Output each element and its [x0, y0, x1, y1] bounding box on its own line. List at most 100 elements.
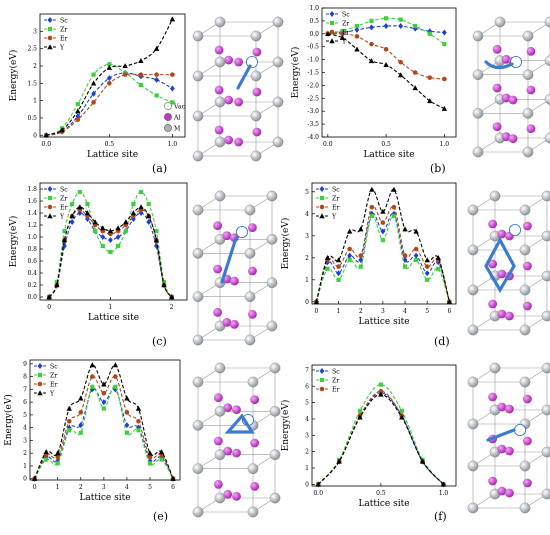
al-atom [508, 134, 518, 144]
point-zr [354, 23, 360, 29]
point-y [441, 105, 448, 111]
point-er [78, 410, 84, 415]
m-atom [214, 16, 226, 28]
point-zr [369, 18, 374, 23]
al-atom [252, 87, 262, 97]
y-tick-label: 0.8 [27, 246, 37, 253]
plot-frame [321, 7, 457, 138]
al-atom [505, 446, 514, 456]
al-atom [501, 93, 511, 103]
m-atom [467, 244, 479, 256]
point-y [440, 481, 447, 487]
point-er [354, 34, 360, 39]
y-tick-label: 0.5 [27, 115, 37, 122]
atom-legend-vac: Vac [164, 102, 186, 110]
vacancy-site [245, 56, 258, 69]
m-atom [192, 70, 204, 82]
point-y [84, 210, 91, 216]
point-y [380, 208, 386, 214]
m-atom [489, 190, 501, 202]
y-tick-label: 1.6 [27, 198, 37, 205]
point-y [153, 45, 160, 51]
legend-marker [319, 195, 325, 201]
x-tick-label: 0.0 [42, 141, 52, 148]
al-atom [252, 47, 262, 57]
point-y [100, 225, 106, 231]
m-atom [269, 492, 281, 504]
y-tick-label: 0.6 [27, 258, 37, 265]
m-atom [467, 460, 479, 472]
al-atom [497, 444, 507, 454]
series-line-er [317, 390, 444, 485]
x-tick-label: 0 [315, 308, 319, 315]
point-sc [347, 252, 353, 259]
m-atom [472, 146, 484, 158]
x-axis-label: Lattice site [88, 313, 139, 323]
legend-marker [47, 26, 53, 32]
y-tick-label: 3 [305, 233, 309, 240]
plot-frame [39, 182, 188, 301]
x-tick-label: 6 [447, 308, 451, 315]
point-zr [115, 243, 121, 249]
legend-marker [37, 381, 43, 387]
point-zr [325, 266, 330, 271]
m-atom [467, 204, 479, 216]
x-tick-label: 6 [171, 484, 175, 491]
point-zr [358, 264, 363, 269]
panel-label: (c) [152, 335, 167, 348]
al-atom [501, 54, 511, 64]
x-tick-label: 1.0 [439, 490, 449, 497]
y-tick-label: 0.4 [27, 270, 37, 277]
series-line-sc [317, 392, 444, 485]
al-atom [222, 317, 232, 327]
legend-marker [47, 195, 53, 201]
y-tick-label: -2.5 [307, 95, 319, 102]
crystal-e [192, 362, 281, 518]
x-tick-label: 5 [148, 484, 152, 491]
al-atom [523, 261, 532, 271]
point-er [336, 264, 341, 269]
chart-panel-4: 0 1 2 3 4 5 6 0 1 2 3 4 5 6 7 8 9 Lattice site Energy(eV) (… [3, 359, 181, 523]
vacancy-site [514, 423, 527, 436]
m-atom [522, 30, 534, 42]
al-atom [526, 124, 536, 134]
al-atom [492, 83, 502, 93]
m-atom [519, 502, 531, 514]
m-atom [266, 320, 278, 332]
al-atom [230, 319, 239, 329]
y-axis-label: Energy(eV) [8, 216, 19, 268]
m-atom [541, 404, 550, 416]
point-er [369, 204, 375, 210]
point-y [399, 414, 405, 420]
m-atom [244, 291, 256, 303]
legend-marker [47, 17, 53, 23]
x-tick-label: 2 [79, 484, 83, 491]
legend-marker [319, 186, 325, 192]
point-sc [124, 422, 130, 429]
m-atom [266, 233, 278, 245]
point-er [378, 388, 384, 394]
m-atom [272, 136, 284, 148]
m-atom [250, 70, 262, 82]
point-y [169, 16, 176, 22]
m-atom [269, 405, 281, 417]
point-y [61, 237, 68, 243]
point-y [138, 204, 144, 210]
point-sc [100, 234, 106, 240]
point-zr [123, 228, 128, 234]
point-sc [154, 76, 160, 83]
plot-frame [39, 13, 186, 138]
m-atom [541, 362, 550, 374]
point-zr [136, 428, 141, 433]
point-y [424, 257, 430, 263]
point-y [358, 226, 364, 232]
m-atom [192, 463, 204, 475]
m-atom [519, 284, 531, 296]
point-er [66, 418, 72, 424]
point-y [31, 475, 38, 481]
point-er [391, 204, 397, 210]
x-tick-label: 1.0 [440, 141, 450, 148]
series-line-zr [48, 191, 173, 298]
point-y [107, 228, 114, 234]
point-sc [354, 26, 360, 33]
